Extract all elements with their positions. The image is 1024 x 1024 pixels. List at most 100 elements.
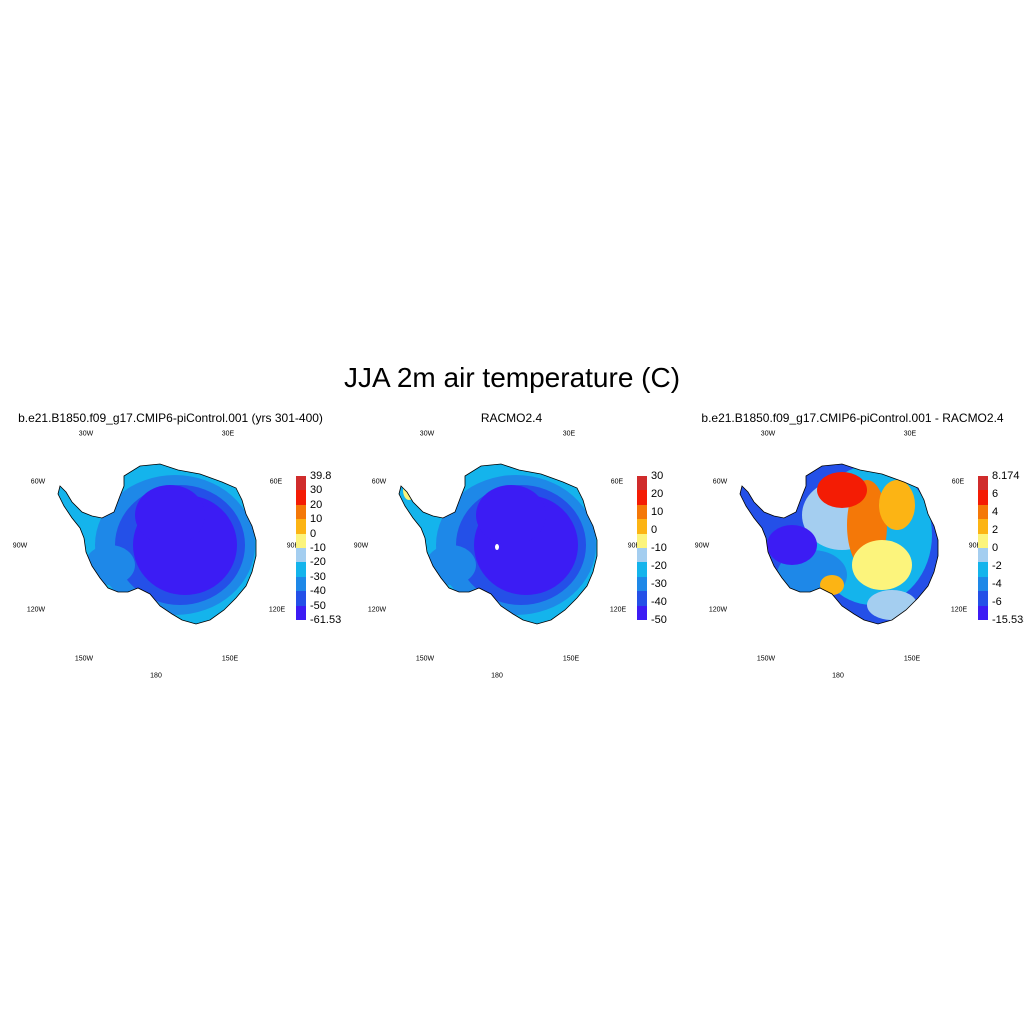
longitude-label: 120W (367, 606, 387, 614)
colorbar-swatch (296, 576, 306, 592)
colorbar-swatch (637, 504, 647, 520)
colorbar-swatch (296, 504, 306, 520)
longitude-label: 180 (832, 672, 844, 680)
colorbar-label: -30 (651, 578, 667, 590)
antarctica-map (398, 463, 598, 625)
colorbar-swatch (637, 519, 647, 534)
longitude-label: 30E (221, 430, 235, 438)
colorbar-label: 10 (651, 506, 664, 518)
longitude-label: 150E (903, 655, 921, 663)
longitude-label: 150E (562, 655, 580, 663)
longitude-label: 60W (712, 478, 728, 486)
longitude-label: 30W (78, 430, 94, 438)
colorbar-label: 6 (992, 488, 999, 500)
longitude-label: 30E (903, 430, 917, 438)
colorbar-swatch (296, 605, 306, 620)
colorbar-label: 4 (992, 506, 999, 518)
longitude-label: 90E (968, 542, 982, 550)
coastline (398, 463, 598, 625)
longitude-label: 150E (221, 655, 239, 663)
longitude-label: 150W (415, 655, 435, 663)
figure-title: JJA 2m air temperature (C) (343, 362, 681, 393)
longitude-label: 30W (760, 430, 776, 438)
colorbar-swatch (978, 591, 988, 606)
colorbar-swatch (637, 533, 647, 548)
colorbar-label: -40 (651, 596, 667, 608)
colorbar-label: 0 (310, 527, 317, 540)
colorbar-swatch (978, 476, 988, 491)
longitude-label: 90W (694, 542, 710, 550)
longitude-label: 90W (353, 542, 369, 550)
longitude-label: 120W (708, 606, 728, 614)
colorbar-swatch (978, 504, 988, 520)
colorbar-swatch (637, 605, 647, 620)
colorbar-swatch (978, 548, 988, 563)
panel-title: RACMO2.4 (480, 411, 543, 425)
colorbar-label: -4 (992, 578, 1002, 590)
colorbar-swatch (978, 490, 988, 505)
colorbar-swatch (296, 548, 306, 563)
colorbar-label: -30 (310, 570, 326, 583)
colorbar-label: 8.174 (992, 470, 1020, 482)
colorbar-swatch (978, 605, 988, 620)
colorbar-label: 2 (992, 524, 999, 536)
coastline (57, 463, 257, 625)
coastline (739, 463, 939, 625)
panel-title: b.e21.B1850.f09_g17.CMIP6-piControl.001 … (701, 411, 1004, 425)
colorbar-label: -40 (310, 585, 326, 598)
colorbar-label: -15.535 (992, 614, 1024, 626)
colorbar-swatch (637, 576, 647, 592)
colorbar-label: 39.8 (310, 470, 332, 482)
longitude-label: 120E (950, 606, 968, 614)
longitude-label: 30E (562, 430, 576, 438)
longitude-label: 60W (30, 478, 46, 486)
longitude-label: 150W (756, 655, 776, 663)
longitude-label: 90W (12, 542, 28, 550)
colorbar-swatch (296, 533, 306, 548)
colorbar-label: -61.53 (310, 614, 342, 626)
colorbar-label: 30 (310, 484, 323, 497)
colorbar-label: 10 (310, 513, 323, 526)
map-panel: b.e21.B1850.f09_g17.CMIP6-piControl.001 … (0, 405, 341, 695)
colorbar-swatch (978, 576, 988, 592)
longitude-label: 120W (26, 606, 46, 614)
longitude-label: 60E (269, 478, 283, 486)
colorbar-swatch (296, 490, 306, 505)
antarctica-map (57, 463, 257, 625)
colorbar-swatch (978, 533, 988, 548)
longitude-label: 90E (286, 542, 300, 550)
colorbar-label: 0 (651, 524, 658, 536)
colorbar-label: -20 (651, 560, 667, 572)
longitude-label: 120E (609, 606, 627, 614)
colorbar-swatch (296, 476, 306, 491)
colorbar-label: -10 (310, 542, 326, 554)
colorbar-label: 20 (310, 498, 323, 511)
colorbar-label: -50 (651, 614, 667, 626)
longitude-label: 120E (268, 606, 286, 614)
antarctica-map (739, 463, 939, 625)
colorbar-label: 0 (992, 542, 999, 554)
longitude-label: 60W (371, 478, 387, 486)
colorbar-swatch (637, 562, 647, 577)
colorbar-label: -10 (651, 542, 667, 554)
colorbar-swatch (637, 591, 647, 606)
colorbar-label: -20 (310, 556, 326, 569)
colorbar-swatch (296, 562, 306, 577)
colorbar-swatch (296, 519, 306, 534)
longitude-label: 180 (491, 672, 503, 680)
longitude-label: 60E (951, 478, 965, 486)
colorbar-swatch (978, 519, 988, 534)
panel-title: b.e21.B1850.f09_g17.CMIP6-piControl.001 … (18, 411, 323, 425)
longitude-label: 150W (74, 655, 94, 663)
colorbar-swatch (637, 548, 647, 563)
map-panel: RACMO2.4 30W 30E 60W 60E 90W 90E 120W 120E 150W 15… (341, 405, 682, 695)
colorbar-swatch (637, 476, 647, 491)
colorbar-swatch (637, 490, 647, 505)
longitude-label: 60E (610, 478, 624, 486)
colorbar-label: -50 (310, 599, 326, 612)
longitude-label: 180 (150, 672, 162, 680)
longitude-label: 30W (419, 430, 435, 438)
colorbar-swatch (296, 591, 306, 606)
colorbar-label: -6 (992, 596, 1002, 608)
longitude-label: 90E (627, 542, 641, 550)
